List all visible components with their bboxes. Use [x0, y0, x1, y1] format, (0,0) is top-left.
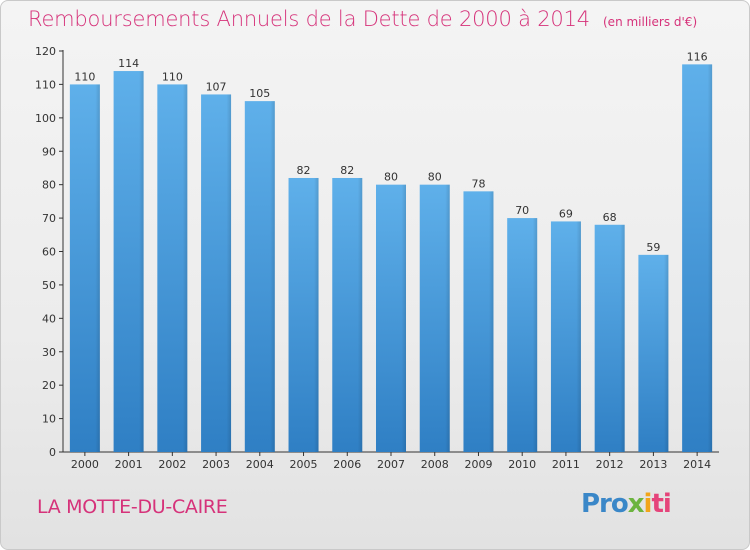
x-tick-label: 2008 [421, 458, 449, 471]
x-tick-label: 2002 [158, 458, 186, 471]
x-tick-label: 2009 [464, 458, 492, 471]
bar-value-label: 70 [515, 204, 529, 217]
y-tick-label: 0 [49, 446, 56, 459]
y-tick-label: 10 [42, 413, 56, 426]
bar-value-label: 69 [559, 207, 573, 220]
bar-shade [638, 254, 669, 452]
bar-shade [332, 177, 363, 452]
bar-shade [376, 184, 406, 452]
bar-value-label: 107 [206, 80, 227, 93]
x-tick-label: 2014 [683, 458, 711, 471]
bar-value-label: 82 [297, 164, 311, 177]
chart-subtitle: (en milliers d'€) [603, 15, 698, 29]
bar-shade [594, 224, 625, 452]
bar-value-label: 80 [384, 171, 398, 184]
proxiti-logo: Proxiti [581, 489, 672, 519]
y-tick-label: 50 [42, 279, 56, 292]
bar-shade [113, 71, 144, 453]
bar-shade [419, 184, 450, 452]
logo-part-1: Pro [581, 489, 629, 519]
y-tick-label: 120 [35, 45, 56, 58]
x-tick-label: 2000 [71, 458, 99, 471]
bar-shade [69, 84, 100, 453]
y-tick-label: 70 [42, 212, 56, 225]
bar-shade [682, 64, 713, 452]
bar-value-label: 78 [471, 177, 485, 190]
x-tick-label: 2013 [639, 458, 667, 471]
x-tick-label: 2011 [552, 458, 580, 471]
y-tick-label: 110 [35, 78, 56, 91]
y-tick-label: 40 [42, 312, 56, 325]
y-tick-label: 20 [42, 379, 56, 392]
logo-part-4: ti [651, 489, 671, 519]
logo-part-2: x [627, 489, 645, 519]
x-tick-label: 2006 [333, 458, 361, 471]
chart-title-row: Remboursements Annuels de la Dette de 20… [28, 7, 697, 31]
bar-value-label: 116 [687, 50, 708, 63]
logo-part-3: i [643, 489, 653, 519]
bar-value-label: 68 [603, 211, 617, 224]
bar-value-label: 110 [162, 70, 183, 83]
bar-value-label: 59 [646, 241, 660, 254]
chart-title: Remboursements Annuels de la Dette de 20… [28, 7, 590, 31]
y-tick-label: 60 [42, 246, 56, 259]
y-tick-label: 80 [42, 179, 56, 192]
bar-value-label: 105 [249, 87, 270, 100]
x-tick-label: 2007 [377, 458, 405, 471]
bar-shade [288, 177, 319, 452]
x-tick-label: 2010 [508, 458, 536, 471]
bar-shade [507, 218, 538, 452]
commune-name: LA MOTTE-DU-CAIRE [37, 496, 228, 518]
x-tick-label: 2005 [290, 458, 318, 471]
bar-shade [157, 84, 188, 453]
bar-value-label: 114 [118, 57, 139, 70]
bar-value-label: 80 [428, 171, 442, 184]
bar-value-label: 110 [74, 70, 95, 83]
y-tick-label: 100 [35, 112, 56, 125]
x-tick-label: 2003 [202, 458, 230, 471]
bar-shade [463, 191, 494, 452]
x-tick-label: 2001 [115, 458, 143, 471]
bar-shade [201, 94, 232, 453]
x-tick-label: 2012 [596, 458, 624, 471]
y-tick-label: 90 [42, 145, 56, 158]
bar-shade [244, 101, 275, 452]
bar-shade [550, 221, 581, 452]
x-tick-label: 2004 [246, 458, 274, 471]
bar-value-label: 82 [340, 164, 354, 177]
y-tick-label: 30 [42, 346, 56, 359]
